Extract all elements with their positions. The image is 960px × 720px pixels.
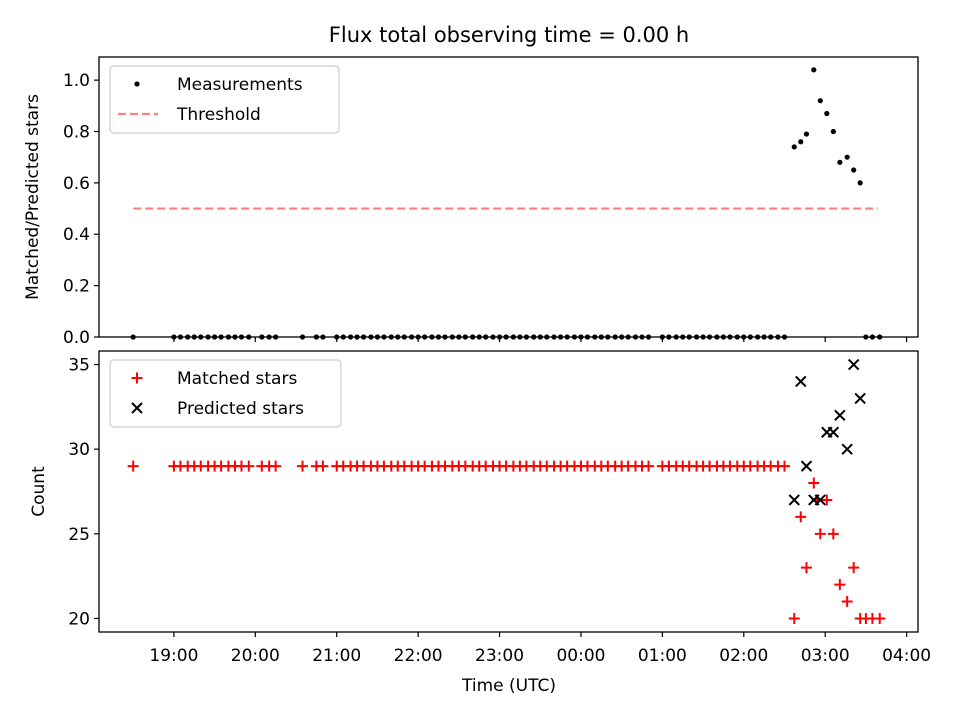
predicted-stars-point [788, 494, 800, 506]
x-tick-label: 00:00 [556, 646, 605, 666]
x-tick-label: 04:00 [882, 646, 931, 666]
matched-stars-point [848, 562, 860, 574]
x-tick-label: 19:00 [149, 646, 198, 666]
y-tick-label: 25 [68, 525, 90, 545]
y-tick-label: 0.6 [63, 174, 90, 194]
matched-stars-point [874, 612, 886, 624]
series-predicted-stars [788, 358, 866, 506]
x-tick-label: 20:00 [231, 646, 280, 666]
figure-title: Flux total observing time = 0.00 h [329, 23, 689, 47]
matched-stars-point [800, 562, 812, 574]
y-tick-label: 35 [68, 356, 90, 376]
axes-frame [98, 350, 919, 633]
measurement-point [844, 154, 850, 160]
legend: Measurements Threshold [109, 65, 340, 134]
x-axis-label: Time (UTC) [461, 676, 556, 696]
y-tick-label: 0.8 [63, 122, 90, 142]
legend-entry-label: Matched stars [177, 369, 297, 389]
predicted-stars-point [800, 460, 813, 472]
matched-stars-point [841, 596, 853, 608]
predicted-stars-point [795, 375, 807, 388]
predicted-stars-point [827, 426, 840, 438]
matched-stars-point [270, 460, 282, 472]
measurement-point [798, 139, 804, 145]
axes-frame [98, 56, 919, 338]
measurement-point [857, 180, 863, 186]
predicted-stars-point [847, 358, 860, 371]
matched-stars-point [317, 460, 329, 472]
measurement-point [837, 159, 843, 165]
matched-stars-point [795, 511, 807, 523]
matched-stars-point [297, 460, 309, 472]
y-tick-label: 1.0 [63, 71, 90, 91]
x-tick-label: 02:00 [719, 646, 768, 666]
y-tick-label: 0.4 [63, 225, 90, 245]
predicted-stars-point [854, 392, 866, 405]
y-tick-label: 0.2 [63, 277, 90, 297]
x-tick-label: 01:00 [638, 646, 687, 666]
y-tick-label: 30 [68, 440, 90, 460]
measurement-point [824, 110, 830, 117]
legend-entry-label: Measurements [177, 75, 303, 95]
matched-stars-point [808, 477, 820, 489]
x-tick-label: 03:00 [801, 646, 850, 666]
legend-matched-swatch [131, 372, 143, 384]
x-tick-label: 21:00 [312, 646, 361, 666]
measurement-point [830, 128, 836, 135]
legend-measurement-swatch [134, 81, 140, 87]
x-tick-label: 22:00 [394, 646, 443, 666]
legend-entry-label: Predicted stars [177, 399, 304, 419]
matched-stars-point [827, 528, 839, 540]
y-axis-label: Matched/Predicted stars [23, 94, 43, 300]
matched-stars-point [821, 494, 833, 506]
legend-box [109, 359, 342, 428]
matched-stars-point [834, 579, 846, 591]
legend: Matched stars Predicted stars [109, 359, 342, 428]
measurement-point [791, 144, 797, 150]
measurement-point [817, 98, 823, 104]
legend-entry-label: Threshold [176, 105, 261, 125]
matched-stars-point [127, 460, 139, 472]
predicted-stars-point [834, 409, 846, 422]
legend-box [109, 65, 340, 134]
matched-stars-point [814, 528, 826, 540]
y-tick-label: 0.0 [63, 328, 90, 348]
series-matched-stars [127, 460, 886, 624]
predicted-stars-point [841, 443, 853, 455]
measurement-point [851, 167, 857, 173]
x-tick-label: 23:00 [475, 646, 524, 666]
matched-stars-point [643, 460, 655, 472]
matched-stars-point [788, 612, 800, 624]
ratio-panel: 0.0 0.2 0.4 0.6 0.8 1.0 Matched/Predicted star… [23, 56, 919, 348]
predicted-stars-point [814, 494, 827, 506]
measurement-point [803, 131, 810, 137]
y-tick-label: 20 [68, 609, 90, 629]
count-panel: 20 25 30 35 19:00 20:00 21:00 22:00 23:00 00:00 01… [29, 350, 931, 666]
matched-stars-point [243, 460, 255, 472]
legend-predicted-swatch [131, 402, 143, 414]
matched-stars-point [778, 460, 790, 472]
y-axis-label: Count [29, 466, 49, 517]
measurement-point [811, 67, 817, 73]
